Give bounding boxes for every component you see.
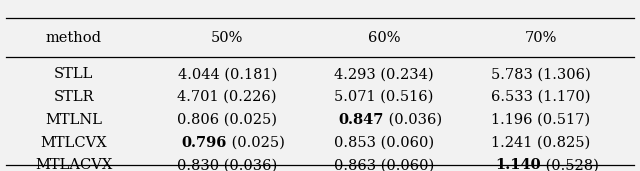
Text: 0.796: 0.796 bbox=[182, 136, 227, 150]
Text: 0.830 (0.036): 0.830 (0.036) bbox=[177, 158, 277, 171]
Text: 0.847: 0.847 bbox=[339, 113, 384, 127]
Text: 1.196 (0.517): 1.196 (0.517) bbox=[492, 113, 590, 127]
Text: STLL: STLL bbox=[54, 67, 93, 81]
Text: MTLCVX: MTLCVX bbox=[40, 136, 107, 150]
Text: 0.806 (0.025): 0.806 (0.025) bbox=[177, 113, 277, 127]
Text: 4.293 (0.234): 4.293 (0.234) bbox=[334, 67, 434, 81]
Text: (0.036): (0.036) bbox=[384, 113, 442, 127]
Text: (0.025): (0.025) bbox=[227, 136, 285, 150]
Text: 4.044 (0.181): 4.044 (0.181) bbox=[177, 67, 277, 81]
Text: 0.863 (0.060): 0.863 (0.060) bbox=[334, 158, 434, 171]
Text: 70%: 70% bbox=[525, 31, 557, 45]
Text: 4.701 (0.226): 4.701 (0.226) bbox=[177, 90, 277, 104]
Text: 5.071 (0.516): 5.071 (0.516) bbox=[334, 90, 434, 104]
Text: 50%: 50% bbox=[211, 31, 243, 45]
Text: 60%: 60% bbox=[368, 31, 400, 45]
Text: 0.853 (0.060): 0.853 (0.060) bbox=[334, 136, 434, 150]
Text: MTLACVX: MTLACVX bbox=[35, 158, 112, 171]
Text: 1.241 (0.825): 1.241 (0.825) bbox=[491, 136, 591, 150]
Text: method: method bbox=[45, 31, 102, 45]
Text: 5.783 (1.306): 5.783 (1.306) bbox=[491, 67, 591, 81]
Text: STLR: STLR bbox=[53, 90, 94, 104]
Text: MTLNL: MTLNL bbox=[45, 113, 102, 127]
Text: 6.533 (1.170): 6.533 (1.170) bbox=[491, 90, 591, 104]
Text: (0.528): (0.528) bbox=[541, 158, 598, 171]
Text: 1.140: 1.140 bbox=[495, 158, 541, 171]
